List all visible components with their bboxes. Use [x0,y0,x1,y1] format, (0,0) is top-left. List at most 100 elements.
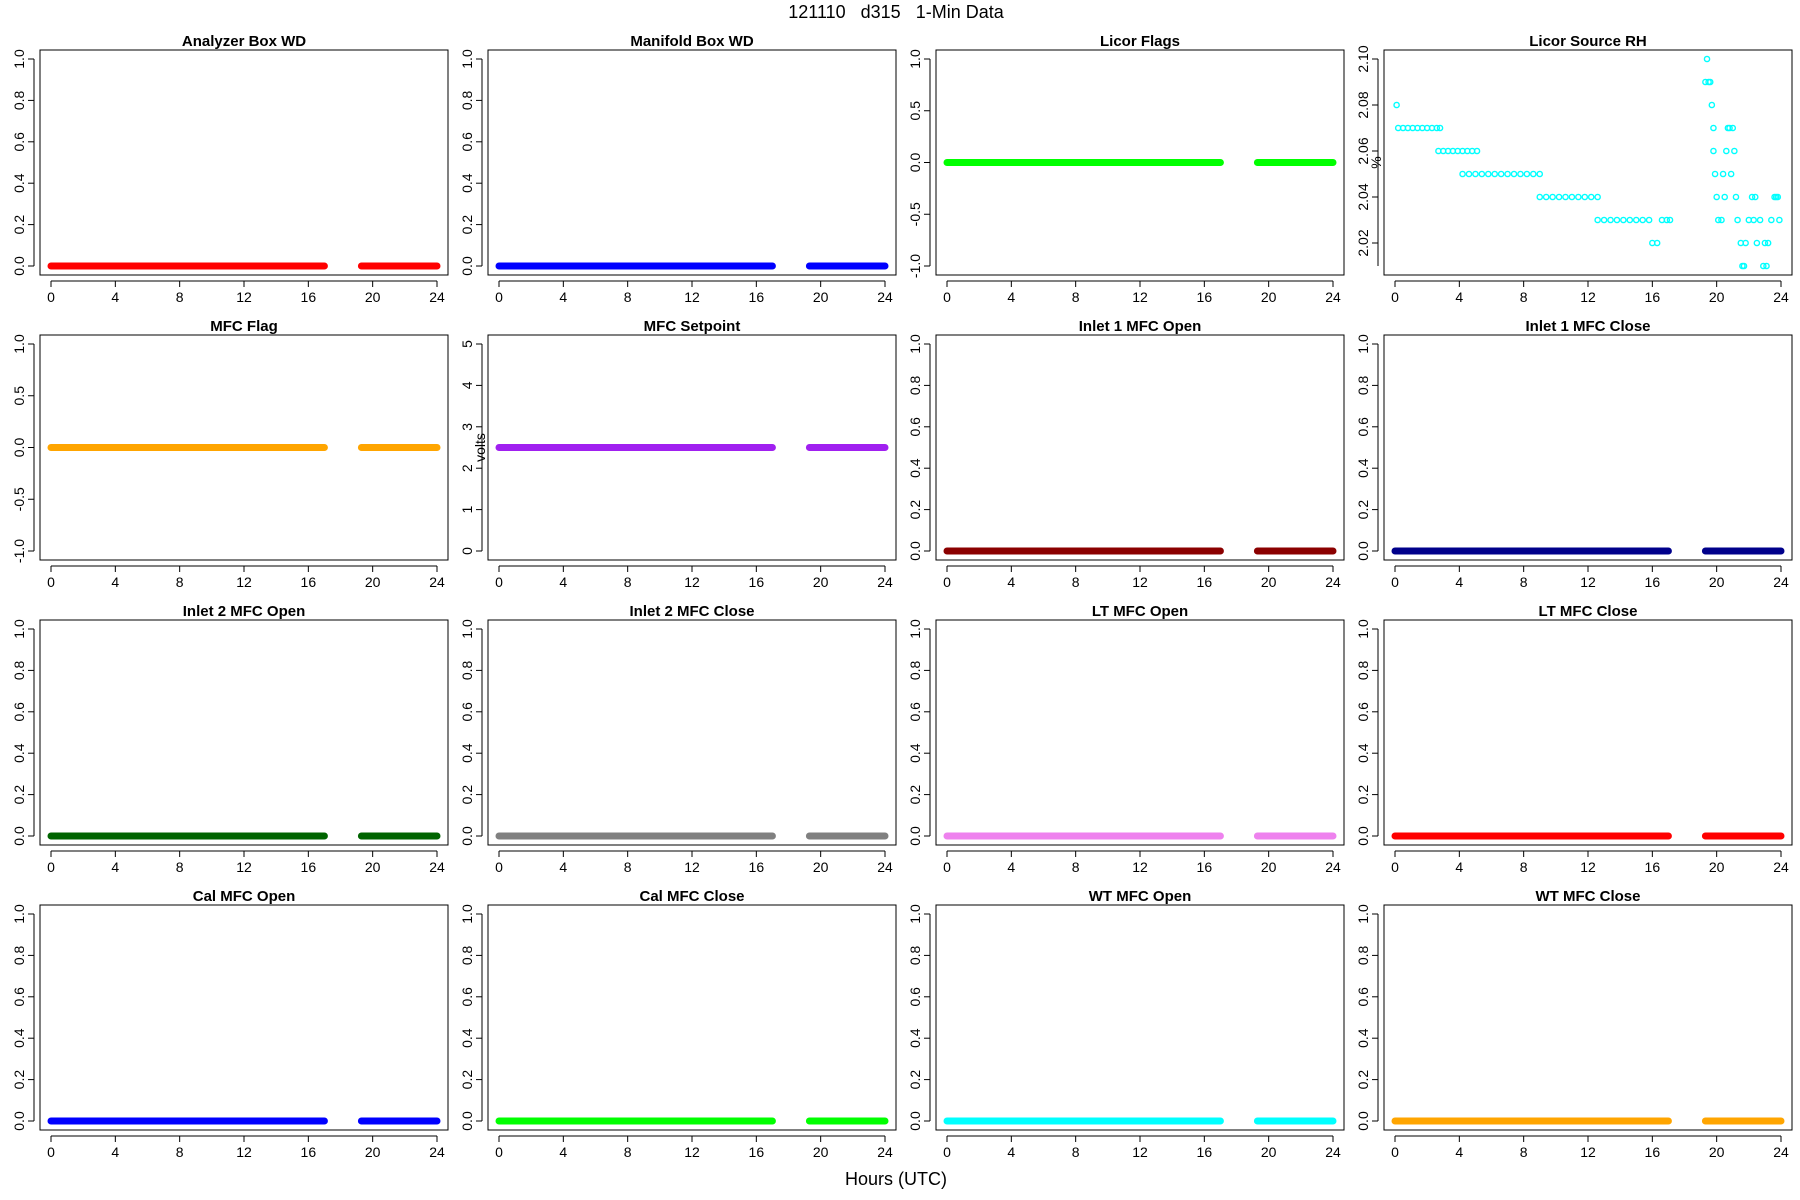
y-tick-label: 0.8 [907,375,923,395]
y-tick-label: 0.2 [1355,1070,1371,1090]
y-tick-label: 1.0 [907,334,923,354]
x-tick-label: 8 [176,1144,184,1160]
x-tick-label: 8 [176,289,184,305]
x-tick-label: 24 [429,859,445,875]
x-tick-label: 20 [1261,859,1277,875]
x-tick-label: 0 [943,574,951,590]
plot-frame [1383,49,1793,276]
y-axis-label: % [1368,156,1384,168]
y-tick-label: 0.4 [459,1028,475,1048]
data-point [1478,170,1486,178]
y-tick-label: 0.2 [1355,785,1371,805]
y-tick-label: 1 [459,505,475,513]
x-tick-label: 12 [1580,1144,1596,1160]
x-tick-label: 12 [1580,574,1596,590]
x-tick-label: 4 [1007,859,1015,875]
data-point [1536,170,1544,178]
x-tick-label: 12 [684,574,700,590]
data-point [1756,216,1764,224]
data-point [1727,170,1735,178]
x-tick-label: 0 [1391,1144,1399,1160]
x-tick-label: 24 [429,289,445,305]
x-tick-label: 16 [1197,859,1213,875]
x-tick-label: 24 [1325,289,1341,305]
data-point [1568,193,1576,201]
plot-frame [39,49,449,276]
data-point [1742,239,1749,247]
x-tick-label: 8 [624,574,632,590]
panel-lt-mfc-close: LT MFC Close 0 4 8 12 16 20 24 0.0 0.2 0.4 0.6 0.8 1.… [1355,603,1793,875]
y-tick-label: 0.2 [11,1070,27,1090]
data-point [1760,262,1767,270]
panel-title: Licor Flags [1100,33,1180,50]
x-tick-label: 20 [1709,1144,1725,1160]
data-point [1718,216,1725,224]
x-tick-label: 24 [429,574,445,590]
panel-mfc-flag: MFC Flag 0 4 8 12 16 20 24 -1.0 -0.5 0.0 0.5 1.0 [11,318,449,590]
plot-frame [39,904,449,1131]
y-tick-label: 0 [459,547,475,555]
x-tick-label: 8 [1520,574,1528,590]
x-tick-label: 4 [111,289,119,305]
x-tick-label: 4 [111,1144,119,1160]
x-tick-label: 0 [943,1144,951,1160]
x-tick-label: 0 [1391,289,1399,305]
x-tick-label: 0 [495,574,503,590]
x-tick-label: 12 [684,1144,700,1160]
panel-title: Inlet 2 MFC Open [183,603,306,620]
y-tick-label: 0.4 [1355,743,1371,763]
data-point [1549,193,1556,201]
x-tick-label: 0 [495,289,503,305]
plot-frame [487,904,897,1131]
x-tick-label: 16 [301,289,317,305]
y-tick-label: 0.0 [11,438,27,458]
panel-inlet-2-mfc-open: Inlet 2 MFC Open 0 4 8 12 16 20 24 0.0 0.2 0.4 0.6 0… [11,603,449,875]
x-tick-label: 8 [624,859,632,875]
y-tick-label: 0.5 [907,101,923,121]
data-point [1774,193,1782,201]
x-tick-label: 0 [495,1144,503,1160]
y-tick-label: 5 [459,340,475,348]
y-tick-label: 0.8 [11,90,27,110]
data-point [1504,170,1511,178]
y-tick-label: 0.4 [907,458,923,478]
x-tick-label: 24 [877,1144,893,1160]
panel-title: WT MFC Close [1536,888,1641,905]
data-point [1726,124,1733,132]
y-tick-label: 1.0 [11,49,27,69]
y-tick-label: 0.8 [907,945,923,965]
panel-wt-mfc-close: WT MFC Close 0 4 8 12 16 20 24 0.0 0.2 0.4 0.6 0.8 1.… [1355,888,1793,1160]
x-tick-label: 8 [1520,859,1528,875]
x-tick-label: 24 [1773,859,1789,875]
panel-inlet-1-mfc-open: Inlet 1 MFC Open 0 4 8 12 16 20 24 0.0 0.2 0.4 0.6 0… [907,318,1345,590]
plot-frame [39,334,449,561]
data-point [1751,193,1759,201]
plot-frame [935,334,1345,561]
x-tick-label: 24 [1325,574,1341,590]
y-tick-label: 2 [459,464,475,472]
y-tick-label: 0.0 [1355,826,1371,846]
y-tick-label: 0.6 [907,702,923,722]
y-tick-label: 0.2 [459,215,475,235]
y-tick-label: 1.0 [11,619,27,639]
x-tick-label: 4 [1007,1144,1015,1160]
panel-licor-source-rh: Licor Source RH 0 4 8 12 16 20 24 2.02 2.04 2.06 2.… [1355,33,1793,305]
data-point [1645,216,1653,224]
y-tick-label: 2.08 [1355,91,1371,118]
x-tick-label: 24 [1325,859,1341,875]
figure-x-axis-label: Hours (UTC) [845,1169,947,1189]
data-point [1714,216,1722,224]
x-tick-label: 24 [1773,574,1789,590]
data-point [1729,124,1737,132]
y-tick-label: 2.02 [1355,229,1371,256]
panel-title: Inlet 1 MFC Open [1079,318,1202,335]
x-tick-label: 20 [365,1144,381,1160]
y-tick-label: 0.4 [11,173,27,193]
data-point [1713,193,1720,201]
panel-title: MFC Flag [210,318,278,335]
y-tick-label: 1.0 [11,904,27,924]
data-point [1536,193,1544,201]
x-tick-label: 8 [624,1144,632,1160]
y-tick-label: 1.0 [459,619,475,639]
y-tick-label: 1.0 [1355,619,1371,639]
